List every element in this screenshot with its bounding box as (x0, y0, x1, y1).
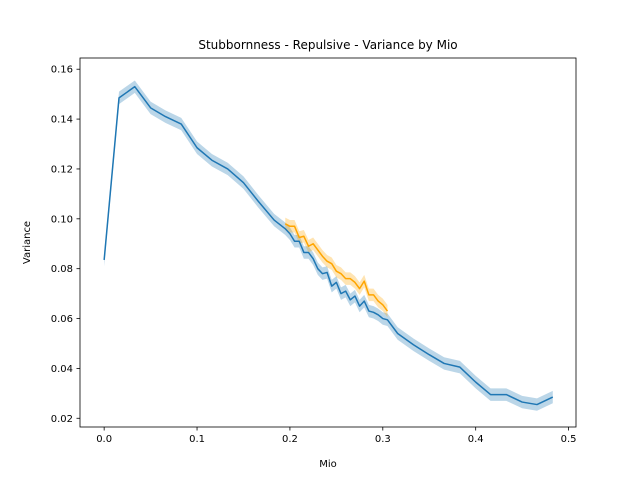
series-lines (103, 85, 554, 406)
y-axis-label: Variance (22, 221, 33, 264)
x-axis: 0.0 0.1 0.2 0.3 0.4 0.5 (96, 427, 577, 445)
y-tick-label: 0.10 (51, 214, 73, 225)
y-tick-label: 0.02 (51, 414, 73, 425)
y-tick-label: 0.06 (51, 314, 73, 325)
series-1-band (104, 80, 553, 411)
x-tick-label: 0.5 (561, 434, 577, 445)
x-axis-label: Mio (319, 459, 337, 470)
y-tick-label: 0.04 (51, 364, 73, 375)
x-tick-label: 0.1 (189, 434, 205, 445)
series-2-line (284, 223, 389, 312)
y-tick-label: 0.12 (51, 164, 73, 175)
confidence-bands (104, 80, 553, 411)
y-tick-label: 0.14 (51, 115, 73, 126)
plot-frame (79, 57, 577, 428)
y-tick-label: 0.16 (51, 65, 73, 76)
y-tick-label: 0.08 (51, 264, 73, 275)
y-axis: 0.02 0.04 0.06 0.08 0.10 0.12 0.14 0.16 (51, 65, 80, 425)
x-tick-label: 0.2 (282, 434, 298, 445)
chart-title: Stubbornness - Repulsive - Variance by M… (198, 38, 457, 52)
x-tick-label: 0.0 (96, 434, 112, 445)
series-2-band (285, 217, 388, 318)
x-tick-label: 0.3 (375, 434, 391, 445)
x-tick-label: 0.4 (468, 434, 484, 445)
series-1-line (103, 85, 554, 406)
